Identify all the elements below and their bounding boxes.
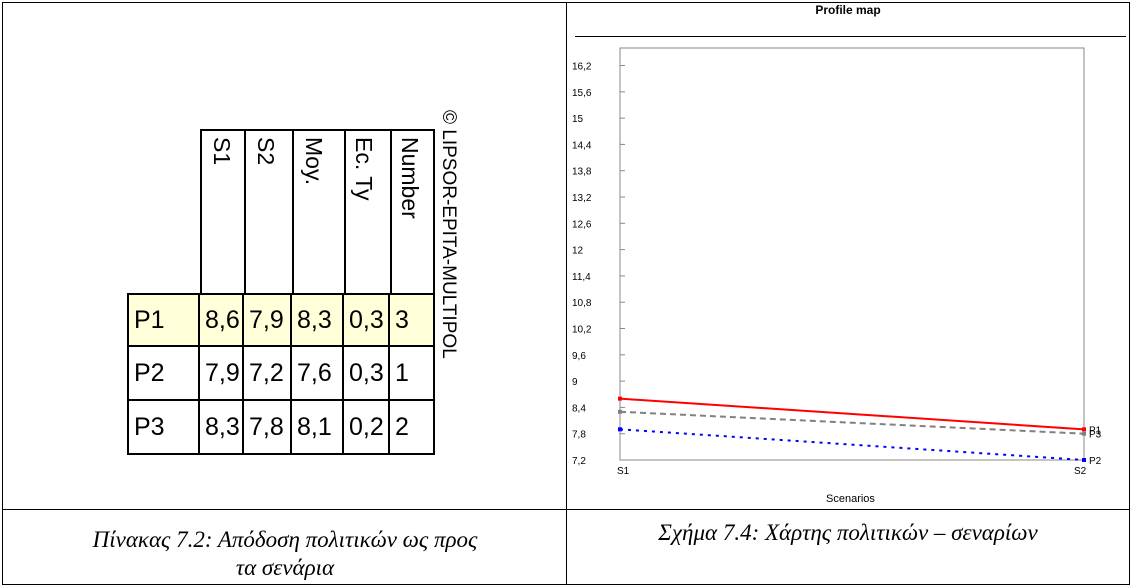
table-caption-line1: Πίνακας 7.2: Απόδοση πολιτικών ως προς (92, 527, 478, 552)
row-label-p3: P3 (127, 401, 200, 455)
y-tick-label: 12,6 (572, 219, 592, 230)
y-tick-label: 14,4 (572, 140, 592, 151)
data-point-p2 (1082, 458, 1086, 462)
table-cell: 7,6 (292, 347, 344, 401)
table-cell: 7,9 (200, 347, 244, 401)
table-caption: Πίνακας 7.2: Απόδοση πολιτικών ως προς τ… (20, 526, 550, 582)
y-tick-label: 10,2 (572, 325, 592, 336)
plot-area (619, 47, 1085, 461)
header-number: Number (397, 137, 423, 219)
y-tick-label: 12 (572, 246, 584, 257)
y-tick-label: 7,8 (572, 430, 586, 441)
copyright-text: © LIPSOR-EPITA-MULTIPOL (438, 110, 459, 359)
y-tick-label: 9,6 (572, 351, 586, 362)
data-point-p3 (1082, 431, 1086, 436)
data-point-p1 (1082, 427, 1086, 432)
header-cell-s1: S1 (200, 129, 244, 293)
y-tick-label: 7,2 (572, 456, 586, 467)
x-tick-label: S2 (1074, 466, 1087, 477)
header-cell-moy: Moy. (292, 129, 344, 293)
y-tick-label: 8,4 (572, 403, 586, 414)
data-point-p3 (618, 409, 622, 414)
table-caption-line2: τα σενάρια (235, 555, 335, 580)
series-end-label-p2: P2 (1089, 456, 1102, 467)
y-tick-label: 15 (572, 114, 584, 125)
header-s2: S2 (253, 137, 279, 166)
series-line-p1 (619, 397, 1085, 431)
header-cell-number: Number (390, 129, 435, 293)
table-cell: 7,8 (244, 401, 292, 455)
column-divider (566, 2, 567, 585)
table-cell: 8,6 (200, 293, 244, 347)
series-end-label-p1: P1 (1089, 425, 1102, 436)
table-cell: 0,3 (344, 347, 390, 401)
header-cell-s2: S2 (244, 129, 292, 293)
table-cell: 0,3 (344, 293, 390, 347)
series-end-label-p3: P3 (1089, 430, 1102, 441)
table-cell: 3 (390, 293, 435, 347)
profile-map-chart: 16,2 15,6 15 14,4 13,8 13,2 12,6 12 11,4 10,8 10,2… (572, 47, 1102, 505)
header-moy: Moy. (301, 137, 327, 186)
y-tick-label: 13,8 (572, 167, 592, 178)
chart-title-rule (575, 36, 1126, 37)
chart-title: Profile map (815, 3, 881, 17)
x-tick-label: S1 (617, 466, 630, 477)
table-cell: 8,3 (292, 293, 344, 347)
table-cell: 7,2 (244, 347, 292, 401)
table-cell: 8,3 (200, 401, 244, 455)
series-line-p3 (619, 410, 1085, 435)
row-divider (2, 509, 1130, 510)
row-label-p2: P2 (127, 347, 200, 401)
x-axis-label: Scenarios (826, 493, 875, 505)
y-tick-label: 16,2 (572, 62, 592, 73)
y-tick-label: 13,2 (572, 193, 592, 204)
data-point-p1 (618, 396, 622, 401)
y-tick-label: 11,4 (572, 272, 591, 283)
header-cell-ecty: Ec. Ty (344, 129, 390, 293)
header-s1: S1 (209, 137, 235, 166)
row-label-p1: P1 (127, 293, 200, 347)
y-tick-label: 15,6 (572, 88, 592, 99)
header-ecty: Ec. Ty (351, 137, 377, 201)
table-cell: 1 (390, 347, 435, 401)
data-point-p2 (618, 427, 622, 432)
table-cell: 0,2 (344, 401, 390, 455)
series-line-p2 (619, 428, 1085, 461)
table-cell: 2 (390, 401, 435, 455)
chart-caption: Σχήμα 7.4: Χάρτης πολιτικών – σεναρίων (658, 520, 1038, 545)
y-tick-label: 10,8 (572, 298, 592, 309)
table-cell: 7,9 (244, 293, 292, 347)
y-tick-label: 9 (572, 377, 578, 388)
table-cell: 8,1 (292, 401, 344, 455)
